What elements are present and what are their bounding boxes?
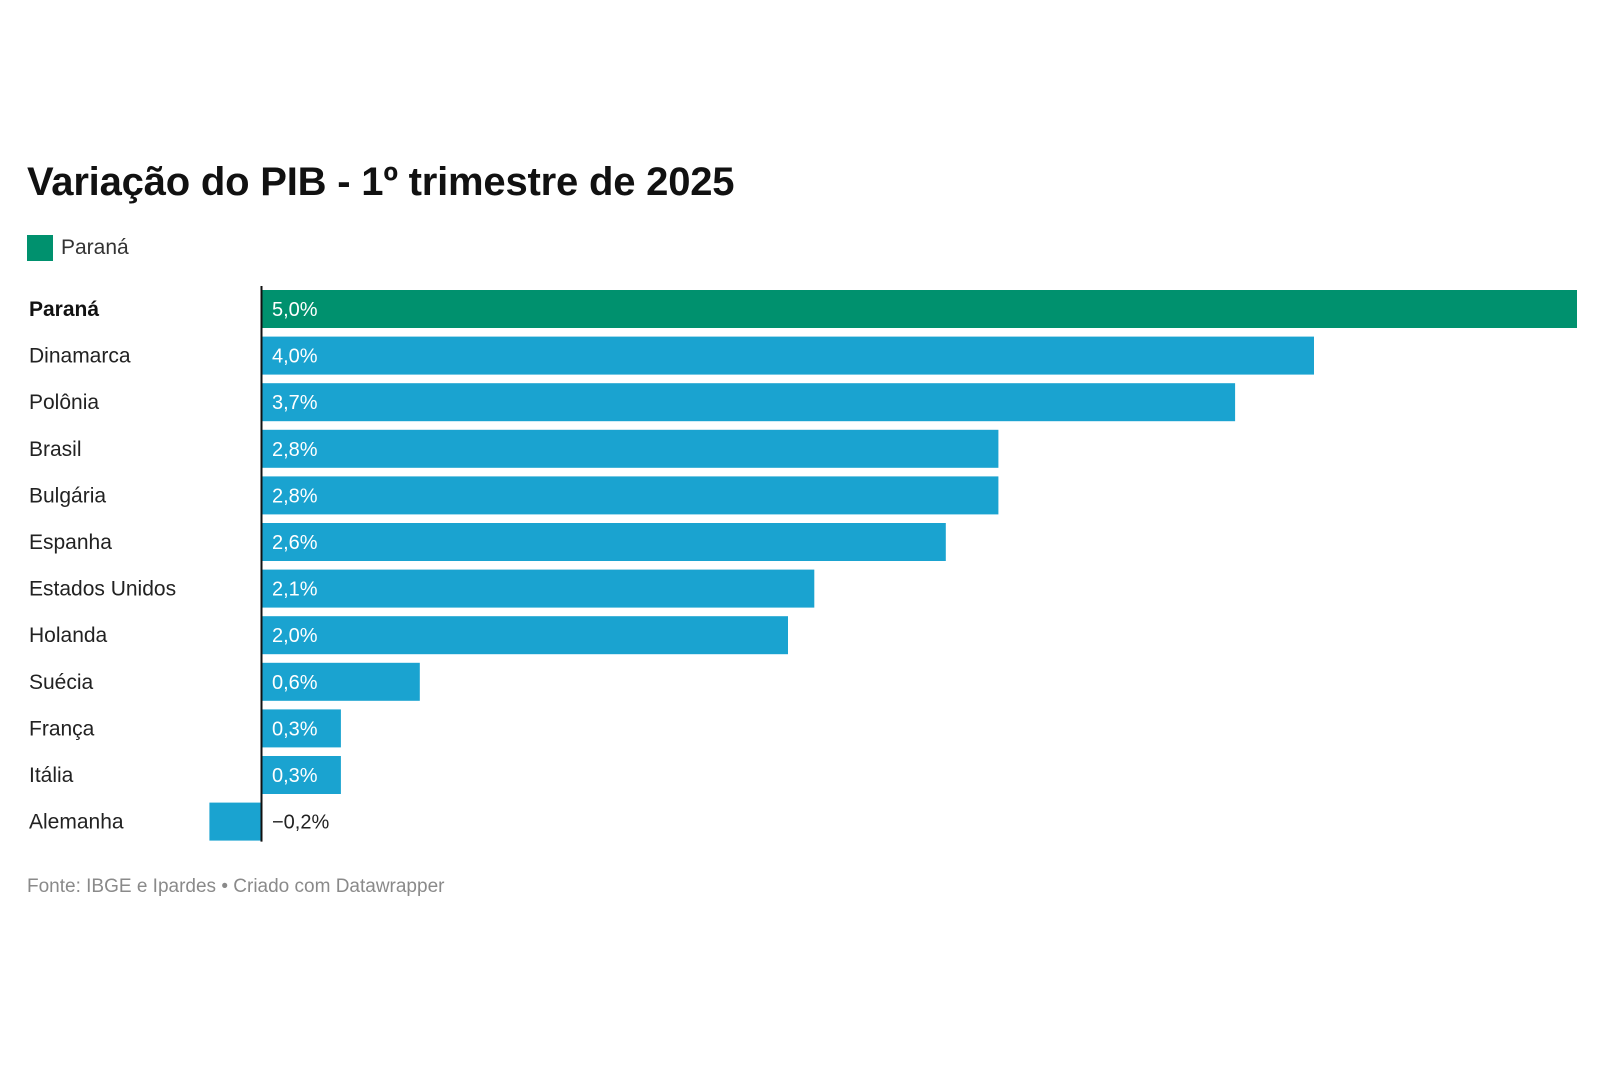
category-label: Alemanha xyxy=(29,811,124,834)
legend: Paraná xyxy=(27,235,129,261)
value-label: 2,8% xyxy=(272,439,318,461)
value-label: 2,8% xyxy=(272,485,318,507)
category-label: Polônia xyxy=(29,391,99,414)
value-label: 4,0% xyxy=(272,346,318,368)
bar xyxy=(262,709,341,748)
value-label: 2,0% xyxy=(272,625,318,647)
category-label: França xyxy=(29,717,95,740)
bar xyxy=(262,756,341,794)
category-label: Espanha xyxy=(29,531,112,554)
chart-title: Variação do PIB - 1º trimestre de 2025 xyxy=(27,160,735,204)
bar xyxy=(209,802,262,841)
category-label: Brasil xyxy=(29,438,82,461)
bar xyxy=(262,383,1236,422)
value-label: 3,7% xyxy=(272,392,318,414)
value-label: 5,0% xyxy=(272,299,318,321)
bar xyxy=(262,569,815,608)
bar xyxy=(262,429,999,468)
bar xyxy=(262,662,420,701)
category-label: Estados Unidos xyxy=(29,578,176,601)
value-label: 0,3% xyxy=(272,765,318,787)
category-label: Itália xyxy=(29,764,74,787)
footer-source: Fonte: IBGE e Ipardes xyxy=(27,876,217,897)
bar xyxy=(262,616,788,655)
value-label: 0,6% xyxy=(272,672,318,694)
bar xyxy=(262,476,999,515)
category-label: Holanda xyxy=(29,624,108,647)
category-label: Bulgária xyxy=(29,484,106,507)
footer-separator: • xyxy=(221,876,228,897)
category-label: Paraná xyxy=(29,298,99,321)
chart-footer: Fonte: IBGE e Ipardes • Criado com Dataw… xyxy=(27,876,444,898)
bar xyxy=(262,523,946,561)
value-label: 2,6% xyxy=(272,532,318,554)
footer-credit: Criado com Datawrapper xyxy=(233,876,445,897)
value-label: 2,1% xyxy=(272,579,318,601)
category-label: Dinamarca xyxy=(29,345,131,368)
bar xyxy=(262,290,1577,328)
bar xyxy=(262,336,1314,375)
value-label: 0,3% xyxy=(272,718,318,740)
legend-label: Paraná xyxy=(61,236,129,259)
category-label: Suécia xyxy=(29,671,94,694)
legend-swatch xyxy=(27,235,53,261)
bar-chart: Paraná 5,0% Dinamarca 4,0% Polônia 3,7% Brasil… xyxy=(29,286,1577,842)
value-label: −0,2% xyxy=(272,812,329,834)
